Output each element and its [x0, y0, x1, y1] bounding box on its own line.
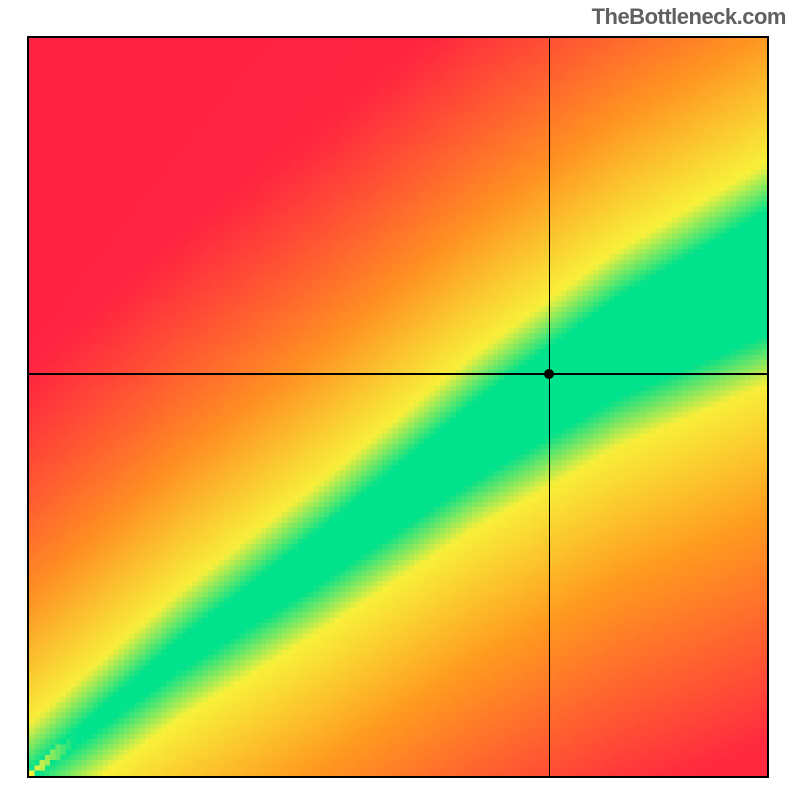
- crosshair-marker: [544, 369, 554, 379]
- crosshair-vertical: [549, 38, 551, 776]
- figure-container: TheBottleneck.com: [0, 0, 800, 800]
- attribution-text: TheBottleneck.com: [592, 4, 786, 30]
- heatmap-plot: [27, 36, 769, 778]
- crosshair-horizontal: [29, 373, 767, 375]
- heatmap-canvas: [29, 38, 767, 776]
